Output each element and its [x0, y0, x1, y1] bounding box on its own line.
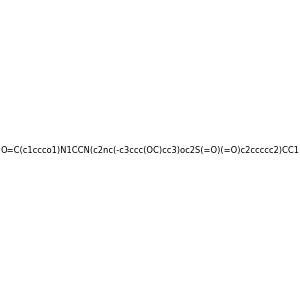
- Text: O=C(c1ccco1)N1CCN(c2nc(-c3ccc(OC)cc3)oc2S(=O)(=O)c2ccccc2)CC1: O=C(c1ccco1)N1CCN(c2nc(-c3ccc(OC)cc3)oc2…: [1, 146, 299, 154]
